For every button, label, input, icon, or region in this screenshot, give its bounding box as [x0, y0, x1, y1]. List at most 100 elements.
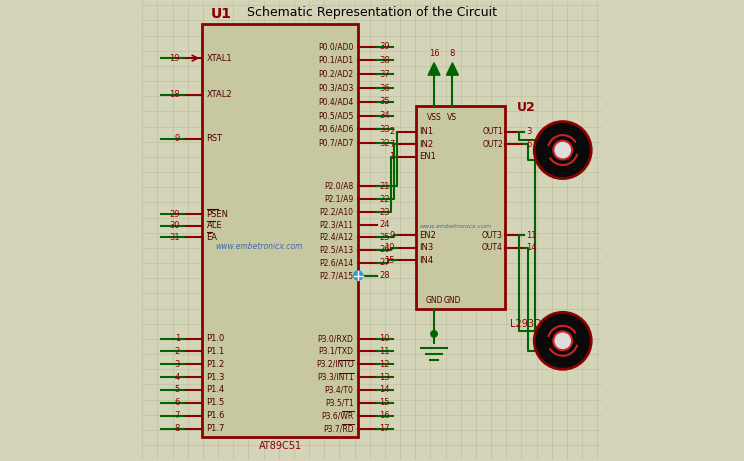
Text: 15: 15 [379, 398, 390, 408]
Text: EA: EA [207, 233, 217, 242]
Text: XTAL2: XTAL2 [207, 90, 232, 100]
Text: L293D: L293D [510, 319, 542, 329]
Text: P0.2/AD2: P0.2/AD2 [318, 70, 353, 79]
Text: 28: 28 [379, 271, 390, 280]
Circle shape [534, 312, 591, 369]
Text: 18: 18 [169, 90, 180, 100]
Text: GND: GND [443, 296, 461, 305]
Text: 2: 2 [175, 347, 180, 356]
Text: 39: 39 [379, 42, 390, 51]
Text: P3.0/RXD: P3.0/RXD [318, 334, 353, 343]
Text: P1.1: P1.1 [207, 347, 225, 356]
Text: IN2: IN2 [419, 140, 433, 148]
Text: EN1: EN1 [419, 153, 436, 161]
Text: 23: 23 [379, 207, 390, 217]
Text: P1.3: P1.3 [207, 372, 225, 382]
Text: 7: 7 [389, 140, 394, 148]
Text: 24: 24 [379, 220, 390, 230]
Text: 38: 38 [379, 56, 390, 65]
Text: P2.3/A11: P2.3/A11 [320, 220, 353, 230]
Text: 3: 3 [527, 127, 532, 136]
Text: 8: 8 [449, 49, 455, 58]
Text: 6: 6 [527, 140, 532, 148]
Text: P0.1/AD1: P0.1/AD1 [318, 56, 353, 65]
Text: P1.0: P1.0 [207, 334, 225, 343]
Text: P0.0/AD0: P0.0/AD0 [318, 42, 353, 51]
Text: 15: 15 [384, 256, 394, 265]
Text: P3.2/INTO: P3.2/INTO [316, 360, 353, 369]
Text: 37: 37 [379, 70, 390, 79]
Text: P0.5/AD5: P0.5/AD5 [318, 111, 353, 120]
Text: 12: 12 [379, 360, 390, 369]
Text: www.embetronicx.com: www.embetronicx.com [216, 242, 304, 251]
Text: EN2: EN2 [419, 230, 436, 240]
Bar [202, 24, 358, 437]
Text: IN4: IN4 [419, 256, 433, 265]
Bar [416, 106, 505, 308]
Text: 10: 10 [379, 334, 390, 343]
Text: 36: 36 [379, 83, 390, 93]
Text: 29: 29 [170, 210, 180, 219]
Text: 11: 11 [379, 347, 390, 356]
Text: 9: 9 [389, 230, 394, 240]
Text: XTAL1: XTAL1 [207, 53, 232, 63]
Text: P3.6/WR: P3.6/WR [321, 411, 353, 420]
Text: P3.1/TXD: P3.1/TXD [318, 347, 353, 356]
Text: AT89C51: AT89C51 [258, 441, 301, 451]
Polygon shape [428, 63, 440, 75]
Circle shape [554, 331, 572, 350]
Text: 1: 1 [389, 153, 394, 161]
Text: U2: U2 [517, 101, 536, 114]
Circle shape [431, 331, 437, 337]
Text: 10: 10 [384, 243, 394, 253]
Text: 6: 6 [175, 398, 180, 408]
Text: 32: 32 [379, 139, 390, 148]
Text: 16: 16 [429, 49, 440, 58]
Text: 25: 25 [379, 233, 390, 242]
Text: P2.5/A13: P2.5/A13 [319, 245, 353, 254]
Text: P1.5: P1.5 [207, 398, 225, 408]
Text: IN3: IN3 [419, 243, 433, 253]
Text: 30: 30 [169, 221, 180, 230]
Text: P0.4/AD4: P0.4/AD4 [318, 97, 353, 106]
Text: PSEN: PSEN [207, 210, 228, 219]
Circle shape [353, 271, 363, 280]
Text: VS: VS [447, 113, 458, 122]
Text: P3.5/T1: P3.5/T1 [325, 398, 353, 408]
Text: 11: 11 [527, 230, 537, 240]
Text: P3.4/T0: P3.4/T0 [324, 385, 353, 395]
Text: 33: 33 [379, 125, 390, 134]
Circle shape [554, 141, 572, 160]
Text: 1: 1 [175, 334, 180, 343]
Text: OUT1: OUT1 [482, 127, 503, 136]
Text: 19: 19 [170, 53, 180, 63]
Text: 3: 3 [175, 360, 180, 369]
Text: P2.1/A9: P2.1/A9 [324, 195, 353, 204]
Text: 2: 2 [389, 127, 394, 136]
Text: 21: 21 [379, 182, 390, 191]
Text: 34: 34 [379, 111, 390, 120]
Text: 13: 13 [379, 372, 390, 382]
Text: IN1: IN1 [419, 127, 433, 136]
Text: 35: 35 [379, 97, 390, 106]
Text: P1.6: P1.6 [207, 411, 225, 420]
Text: P1.2: P1.2 [207, 360, 225, 369]
Text: www.embetronicx.com: www.embetronicx.com [420, 224, 492, 229]
Text: 26: 26 [379, 245, 390, 254]
Text: 5: 5 [175, 385, 180, 395]
Text: 31: 31 [169, 233, 180, 242]
Text: 14: 14 [379, 385, 390, 395]
Text: U1: U1 [211, 7, 232, 21]
Text: OUT3: OUT3 [482, 230, 503, 240]
Text: 22: 22 [379, 195, 390, 204]
Text: P2.2/A10: P2.2/A10 [320, 207, 353, 217]
Polygon shape [446, 63, 458, 75]
Text: P2.0/A8: P2.0/A8 [324, 182, 353, 191]
Text: P0.6/AD6: P0.6/AD6 [318, 125, 353, 134]
Text: 4: 4 [175, 372, 180, 382]
Text: P2.4/A12: P2.4/A12 [320, 233, 353, 242]
Text: RST: RST [207, 134, 222, 143]
Text: P2.6/A14: P2.6/A14 [319, 258, 353, 267]
Text: 7: 7 [175, 411, 180, 420]
Text: P0.3/AD3: P0.3/AD3 [318, 83, 353, 93]
